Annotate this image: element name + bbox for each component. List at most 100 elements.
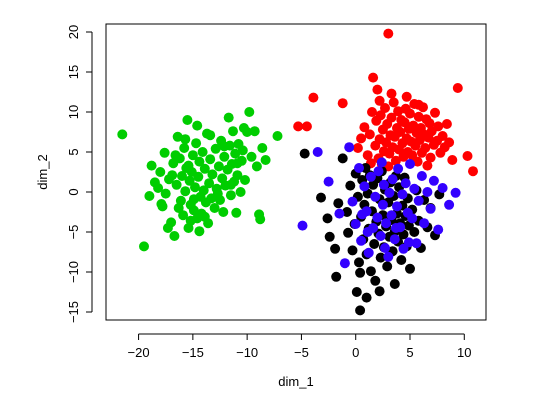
data-point: [362, 150, 373, 161]
data-point: [199, 211, 210, 222]
data-point: [301, 121, 312, 132]
data-point: [409, 227, 420, 237]
data-point: [354, 257, 364, 268]
data-point: [378, 179, 389, 190]
data-point: [331, 271, 342, 282]
data-point: [146, 160, 157, 171]
data-point: [405, 159, 415, 169]
y-tick-label: 20: [66, 25, 81, 39]
data-point: [380, 243, 390, 253]
data-point: [401, 91, 412, 102]
data-point: [297, 220, 308, 231]
data-point: [387, 174, 398, 185]
data-point: [218, 207, 229, 217]
data-point: [407, 213, 418, 224]
data-point: [199, 163, 210, 174]
data-point: [237, 145, 248, 156]
data-point: [324, 231, 335, 242]
data-point: [230, 148, 241, 159]
data-point: [393, 106, 404, 117]
data-point: [190, 182, 200, 193]
data-point: [428, 175, 439, 186]
data-point: [223, 112, 234, 123]
data-point: [375, 252, 386, 263]
data-point: [362, 227, 373, 237]
data-point: [308, 92, 319, 103]
y-tick-label: 10: [66, 105, 81, 119]
data-point: [337, 98, 348, 109]
data-point: [359, 122, 370, 133]
data-point: [352, 143, 363, 153]
data-point: [323, 176, 334, 187]
data-point: [316, 192, 326, 203]
data-point: [405, 108, 415, 119]
data-point: [322, 213, 333, 224]
data-point: [382, 261, 393, 272]
data-point: [355, 267, 366, 278]
data-point: [390, 155, 401, 166]
x-axis: −20 −15 −10 −5 0 5 10: [128, 333, 472, 360]
data-point: [430, 107, 440, 118]
data-point: [416, 171, 427, 181]
data-point: [225, 179, 236, 190]
data-point: [437, 131, 448, 141]
data-point: [380, 103, 390, 113]
y-axis-label: dim_2: [35, 154, 50, 189]
data-point: [246, 151, 257, 162]
data-point: [452, 83, 463, 93]
data-point: [171, 179, 182, 190]
data-point: [374, 95, 385, 106]
data-point: [433, 224, 444, 235]
data-point: [377, 199, 388, 210]
data-point: [183, 160, 194, 171]
data-point: [197, 147, 208, 157]
data-point: [299, 148, 310, 159]
data-point: [240, 175, 250, 185]
data-point: [370, 191, 381, 202]
data-point: [231, 207, 242, 218]
data-point: [422, 160, 433, 171]
data-point: [392, 201, 402, 212]
data-point: [389, 279, 400, 289]
y-tick-label: −10: [66, 261, 81, 283]
data-point: [419, 218, 430, 229]
data-point: [364, 129, 375, 140]
y-tick-label: 15: [66, 65, 81, 79]
data-point: [249, 126, 260, 137]
data-point: [293, 121, 304, 132]
data-point: [167, 170, 178, 181]
data-point: [155, 167, 166, 177]
data-point: [355, 305, 366, 316]
data-point: [411, 238, 422, 249]
data-point: [156, 199, 167, 209]
data-point: [205, 154, 216, 165]
data-point: [350, 219, 361, 229]
data-point: [193, 171, 204, 182]
data-point: [368, 72, 379, 83]
data-point: [207, 169, 218, 180]
data-point: [235, 187, 246, 197]
data-point: [219, 151, 230, 162]
data-point: [468, 166, 478, 177]
data-point: [372, 212, 383, 223]
data-point: [397, 189, 408, 200]
data-point: [354, 163, 364, 173]
data-point: [450, 187, 461, 198]
data-point: [194, 226, 205, 237]
data-point: [255, 214, 266, 225]
data-point: [238, 123, 249, 133]
data-point: [225, 190, 236, 201]
data-point: [376, 157, 387, 168]
data-point: [441, 119, 452, 129]
data-point: [153, 183, 164, 193]
data-point: [373, 166, 384, 177]
data-point: [383, 28, 394, 39]
data-point: [384, 187, 395, 198]
data-point: [194, 156, 205, 167]
data-point: [162, 223, 173, 233]
data-point: [447, 155, 458, 165]
data-point: [251, 161, 262, 172]
data-point: [178, 210, 189, 221]
data-point: [365, 266, 376, 277]
